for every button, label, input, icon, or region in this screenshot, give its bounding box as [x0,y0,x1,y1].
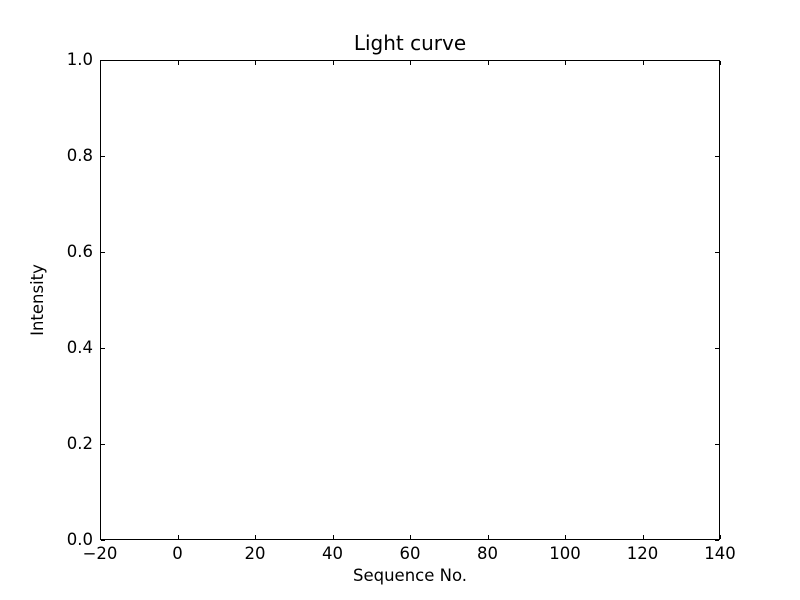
x-tick-mark [332,61,334,65]
y-tick-mark [101,540,105,541]
y-tick-mark [715,540,719,541]
y-tick-label: 0.6 [66,242,93,261]
x-tick-mark [487,535,489,539]
y-tick-label: 1.0 [66,50,93,69]
x-tick-label: 40 [322,544,343,563]
x-tick-mark [410,61,411,65]
y-tick-label: 0.0 [66,530,93,549]
x-tick-label: 60 [399,544,421,563]
x-tick-label: 0 [172,544,183,563]
x-tick-label: 20 [244,544,266,563]
x-tick-mark [487,61,489,65]
chart-title: Light curve [353,31,467,55]
x-tick-mark [177,535,179,539]
y-tick-mark [101,156,105,157]
x-tick-label: −20 [82,544,118,563]
x-tick-label: 120 [626,544,659,563]
x-tick-mark [565,61,566,65]
y-tick-label: 0.2 [66,434,93,453]
y-tick-mark [101,60,105,61]
x-tick-label: 100 [549,544,581,563]
x-axis-label: Sequence No. [352,566,468,585]
y-tick-mark [715,156,719,157]
x-tick-mark [177,61,179,65]
x-tick-mark [642,61,644,65]
x-tick-mark [565,535,566,539]
x-tick-mark [100,535,101,539]
x-tick-label: 140 [704,544,736,563]
y-tick-mark [101,444,105,445]
x-tick-label: 80 [477,544,498,563]
x-tick-mark [720,535,721,539]
y-tick-label: 0.4 [66,338,93,357]
x-tick-mark [332,535,334,539]
y-tick-mark [715,348,719,349]
y-tick-mark [715,60,719,61]
y-tick-mark [715,252,719,253]
y-tick-mark [101,348,105,349]
y-axis-label: Intensity [28,264,47,336]
x-tick-mark [100,61,101,65]
y-tick-mark [715,444,719,445]
x-tick-mark [410,535,411,539]
plot-area [100,60,721,541]
y-tick-mark [101,252,105,253]
y-tick-label: 0.8 [66,146,93,165]
x-tick-mark [255,61,256,65]
x-tick-mark [255,535,256,539]
x-tick-mark [642,535,644,539]
x-tick-mark [720,61,721,65]
